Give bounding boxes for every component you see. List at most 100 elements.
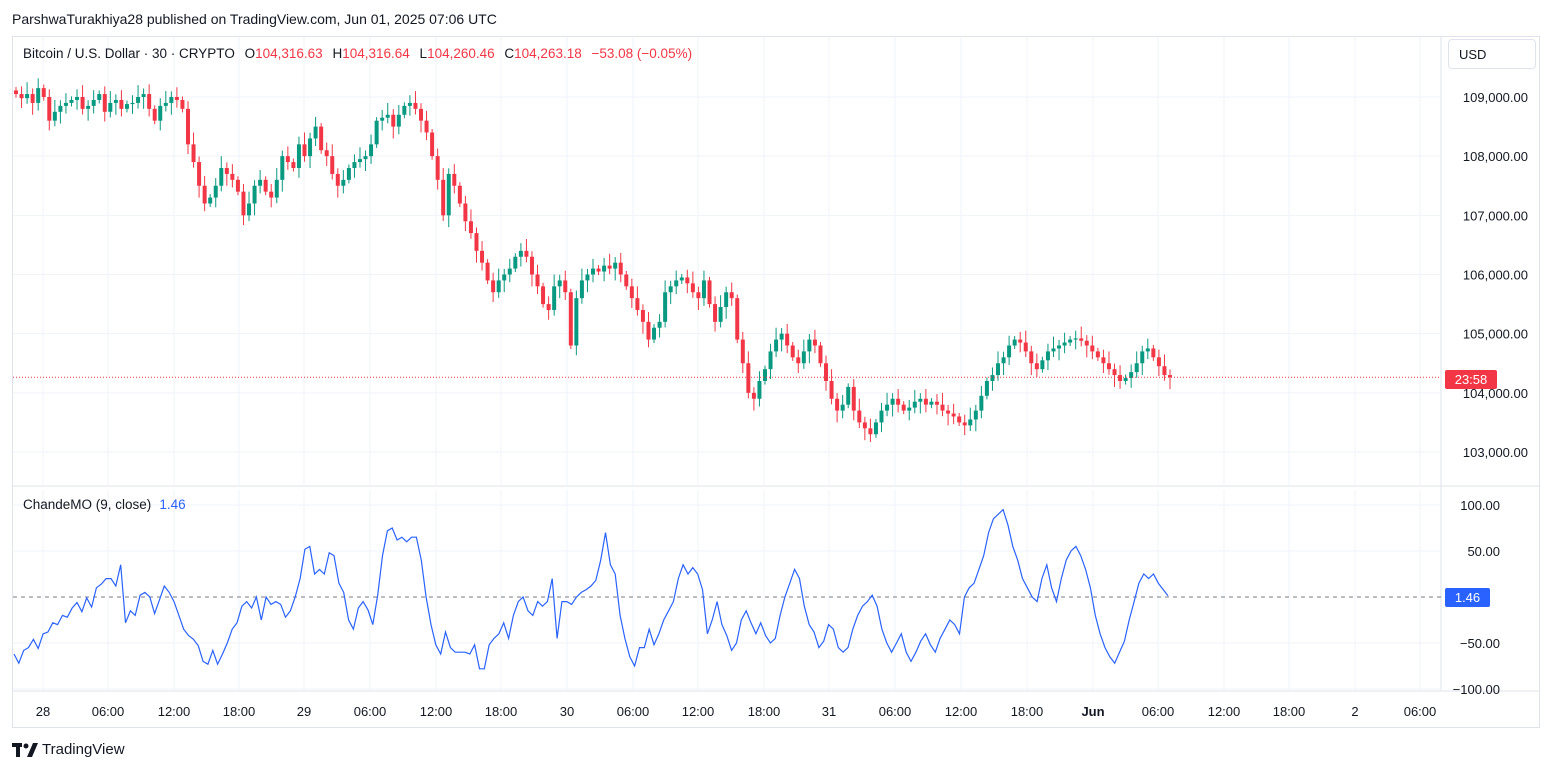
time-tick-label: 18:00: [1011, 704, 1044, 719]
candle-body: [829, 381, 834, 399]
candle-body: [851, 386, 856, 411]
candle-body: [596, 268, 601, 272]
candle-body: [729, 292, 734, 299]
candle-body: [396, 114, 401, 127]
candle-body: [984, 381, 989, 396]
candle-body: [751, 392, 756, 399]
candle-body: [457, 185, 462, 204]
candle-body: [618, 262, 623, 275]
candle-body: [652, 327, 657, 340]
candle-body: [774, 339, 779, 352]
candle-body: [1145, 348, 1150, 352]
symbol-legend[interactable]: Bitcoin / U.S. Dollar · 30 · CRYPTO O104…: [23, 46, 692, 61]
candle-body: [241, 191, 246, 216]
candle-body: [1012, 339, 1017, 346]
candle-body: [635, 298, 640, 310]
candle-body: [990, 375, 995, 381]
time-tick-label: 12:00: [158, 704, 191, 719]
candle-body: [119, 99, 124, 109]
candle-body: [224, 168, 229, 174]
candle-body: [91, 99, 96, 106]
candle-body: [946, 410, 951, 414]
candle-body: [762, 369, 767, 381]
candle-body: [25, 94, 30, 99]
candle-body: [541, 286, 546, 305]
candle-body: [446, 173, 451, 216]
oscillator-legend[interactable]: ChandeMO (9, close) 1.46: [23, 497, 186, 512]
candle-body: [862, 422, 867, 429]
candle-body: [424, 120, 429, 133]
open-value: 104,316.63: [255, 46, 323, 61]
osc-tick-label: −50.00: [1460, 636, 1500, 651]
time-tick-label: 18:00: [485, 704, 518, 719]
candle-body: [840, 404, 845, 411]
candle-body: [574, 298, 579, 346]
candle-body: [86, 105, 91, 109]
price-tick-label: 108,000.00: [1463, 149, 1528, 164]
candle-body: [230, 173, 235, 180]
candle-body: [269, 191, 274, 198]
low-value: 104,260.46: [427, 46, 495, 61]
candle-body: [768, 351, 773, 370]
candle-body: [529, 256, 534, 275]
candle-body: [441, 179, 446, 216]
candle-body: [552, 286, 557, 310]
price-tick-label: 109,000.00: [1463, 90, 1528, 105]
candle-body: [613, 262, 618, 269]
candle-body: [75, 97, 80, 100]
candle-body: [407, 102, 412, 106]
candle-body: [857, 410, 862, 423]
candle-body: [402, 105, 407, 115]
time-tick-label: 12:00: [682, 704, 715, 719]
candle-body: [1062, 342, 1067, 346]
candle-body: [502, 274, 507, 281]
candle-body: [341, 179, 346, 186]
candle-body: [1101, 357, 1106, 364]
candle-body: [235, 179, 240, 192]
price-tick-label: 105,000.00: [1463, 327, 1528, 342]
candle-body: [557, 280, 562, 287]
candle-body: [679, 277, 684, 281]
tradingview-logo[interactable]: TradingView: [12, 741, 125, 758]
candle-body: [1001, 357, 1006, 364]
candle-body: [929, 401, 934, 405]
open-label: O: [244, 46, 256, 61]
candle-body: [58, 105, 63, 112]
candle-body: [263, 179, 268, 192]
candle-body: [252, 185, 257, 204]
candle-body: [102, 94, 107, 112]
price-axis: 109,000.00 108,000.00 107,000.00 106,000.00…: [1463, 90, 1528, 460]
candle-body: [313, 126, 318, 139]
candle-body: [130, 102, 135, 105]
candle-body: [690, 283, 695, 293]
candle-body: [746, 363, 751, 393]
candle-body: [602, 265, 607, 272]
candle-body: [934, 401, 939, 405]
candle-body: [324, 150, 329, 157]
candle-body: [1156, 357, 1161, 367]
candle-body: [585, 274, 590, 281]
candle-body: [480, 250, 485, 263]
candle-body: [41, 88, 46, 97]
candle-body: [1162, 366, 1167, 376]
candle-body: [69, 99, 74, 103]
tradingview-brand: TradingView: [42, 741, 125, 758]
candle-body: [563, 280, 568, 293]
candle-body: [1079, 338, 1084, 341]
candle-body: [124, 104, 129, 109]
osc-tick-label: 100.00: [1460, 498, 1500, 513]
candle-body: [568, 292, 573, 346]
candle-body: [352, 162, 357, 168]
candle-body: [1140, 351, 1145, 364]
candle-body: [363, 156, 368, 160]
candle-body: [47, 97, 52, 121]
candle-body: [302, 144, 307, 157]
chart-frame: [12, 36, 1540, 728]
candle-body: [591, 268, 595, 275]
currency-button[interactable]: USD: [1448, 39, 1536, 69]
candle-body: [357, 159, 362, 163]
candle-body: [380, 117, 385, 121]
time-tick-label: 06:00: [1142, 704, 1175, 719]
candle-body: [973, 410, 978, 420]
